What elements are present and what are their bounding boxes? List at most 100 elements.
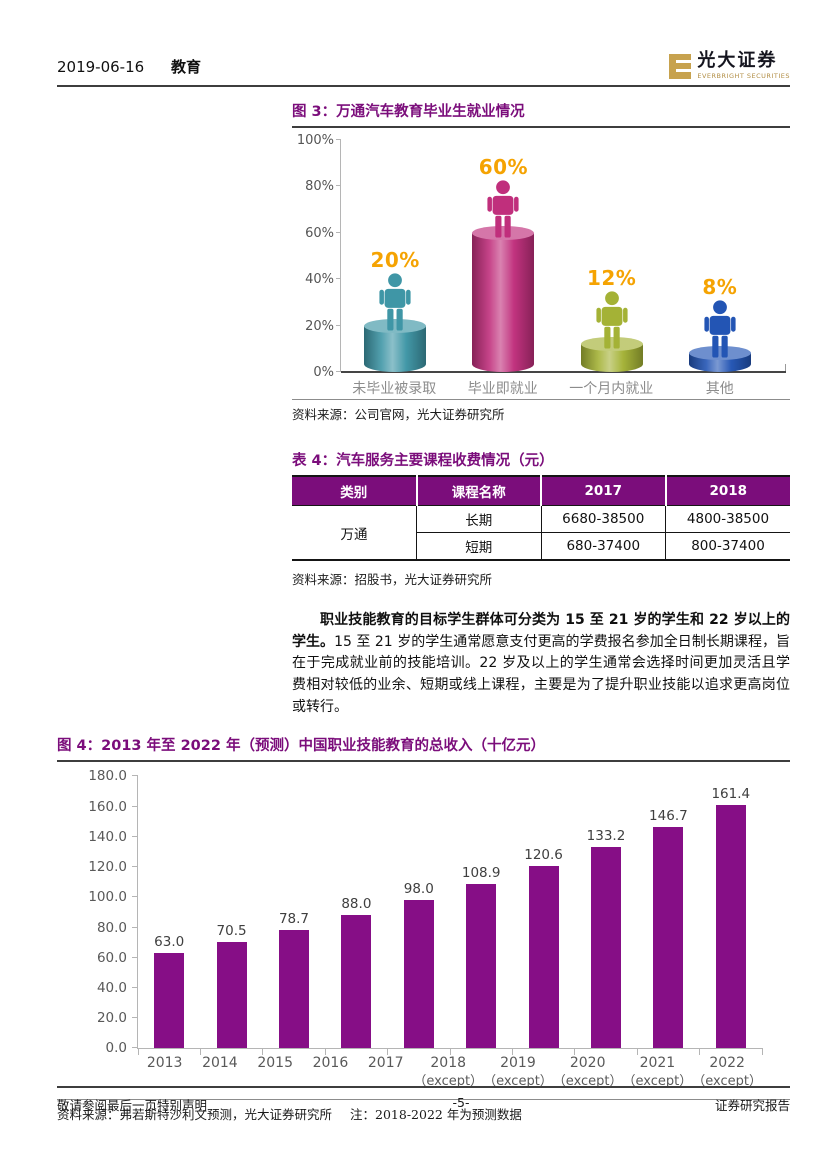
- fee-table-cell: 800-37400: [665, 532, 790, 561]
- bar-group: 8%: [666, 275, 774, 372]
- x-axis-year: 2021: [639, 1055, 676, 1072]
- x-axis-label: 2020 （except）: [553, 1054, 623, 1090]
- y-axis-tick-mark: [132, 896, 138, 898]
- x-axis-note: （except）: [483, 1074, 553, 1090]
- bar-cylinder-top: [688, 346, 751, 361]
- x-axis-tick-mark: [574, 1048, 576, 1056]
- y-axis-tick-mark: [132, 775, 138, 777]
- bar-group: 133.2: [575, 828, 637, 1049]
- bar-cylinder: [472, 225, 535, 372]
- bar-value-label: 60%: [478, 154, 529, 179]
- everbright-logo-icon: [669, 53, 692, 79]
- fee-table-header: 课程名称: [416, 476, 542, 506]
- x-axis-year: 2018: [430, 1055, 467, 1072]
- y-axis-tick-mark: [132, 866, 138, 868]
- figure3-title: 图 3：万通汽车教育毕业生就业情况: [292, 100, 790, 128]
- revenue-bar: [715, 804, 746, 1049]
- footer-report-type: 证券研究报告: [714, 1098, 790, 1113]
- revenue-chart-plot: 0.0 20.0 40.0 60.0 80.0 100.0 120.0 140.0 160.0 1…: [88, 768, 763, 1056]
- x-axis-year: 2014: [202, 1055, 238, 1072]
- x-axis-label: 2013: [137, 1054, 192, 1090]
- x-axis-label: 未毕业被录取: [352, 381, 437, 397]
- fee-table-cell: 短期: [416, 532, 542, 561]
- paragraph-bold-lead: 职业技能教育的目标学生群体可分类为 15 至 21 岁的学生和 22 岁以上的学…: [292, 612, 790, 650]
- revenue-bar: [341, 915, 372, 1049]
- x-axis-note: （except）: [552, 1074, 623, 1090]
- bar-value-label: 146.7: [649, 807, 688, 824]
- person-icon: [375, 272, 415, 331]
- x-axis-year: 2022: [709, 1055, 745, 1072]
- fee-table-header: 类别: [292, 476, 418, 506]
- table-row: 万通 长期 6680-38500 4800-38500: [292, 505, 790, 561]
- bar-group: 108.9: [450, 865, 512, 1049]
- revenue-bar: [590, 847, 621, 1049]
- brand-name-cn: 光大证券: [697, 50, 778, 71]
- figure4-title: 图 4：2013 年至 2022 年（预测）中国职业技能教育的总收入（十亿元）: [57, 734, 790, 763]
- x-axis-label: 一个月内就业: [569, 381, 654, 397]
- bar-group: 20%: [341, 248, 449, 372]
- y-axis-tick-mark: [336, 139, 341, 140]
- x-axis-year: 2019: [500, 1055, 536, 1072]
- employment-chart-xlabels: 未毕业被录取 毕业即就业 一个月内就业 其他: [340, 378, 774, 398]
- bar-value-label: 161.4: [711, 785, 751, 802]
- x-axis-note: （except）: [692, 1074, 762, 1090]
- figure3-source: 资料来源：公司官网，光大证券研究所: [292, 399, 790, 423]
- fee-table-header: 2018: [665, 476, 790, 506]
- bar-value-label: 63.0: [154, 934, 185, 951]
- bar-value-label: 70.5: [216, 922, 247, 939]
- x-axis-tick-mark: [636, 1048, 638, 1056]
- fee-table-cell: 4800-38500: [665, 505, 790, 533]
- x-axis-year: 2016: [312, 1055, 349, 1072]
- x-axis-tick-mark: [262, 1048, 264, 1056]
- y-axis-tick-mark: [132, 835, 138, 837]
- x-axis-tick-mark: [324, 1048, 326, 1056]
- y-axis-tick-label: 20.0: [96, 1010, 127, 1027]
- bar-value-label: 12%: [586, 266, 637, 291]
- bar-group: 12%: [558, 266, 666, 372]
- y-axis-tick-mark: [336, 231, 341, 233]
- bar-value-label: 88.0: [341, 896, 372, 913]
- bar-cylinder-top: [364, 318, 427, 333]
- y-axis-tick-label: 20%: [305, 318, 334, 334]
- x-axis-label: 其他: [705, 381, 734, 397]
- revenue-chart: 0.0 20.0 40.0 60.0 80.0 100.0 120.0 140.0 160.0 1…: [57, 762, 790, 1092]
- x-axis-tick-mark: [699, 1048, 701, 1056]
- bar-group: 70.5: [200, 923, 262, 1049]
- bar-value-label: 133.2: [586, 828, 626, 845]
- bar-cylinder: [580, 337, 643, 372]
- y-axis-tick-mark: [336, 324, 341, 326]
- revenue-bar: [216, 941, 247, 1049]
- y-axis-tick-mark: [132, 1017, 138, 1019]
- bar-value-label: 108.9: [461, 864, 501, 881]
- revenue-bar: [528, 866, 559, 1049]
- x-axis-tick-mark: [137, 1048, 139, 1056]
- y-axis-tick-label: 60%: [305, 225, 334, 241]
- y-axis-tick-mark: [132, 956, 138, 958]
- bar-cylinder-top: [580, 337, 643, 352]
- page-header: 2019-06-16 教育 光大证券 EVERBRIGHT SECURITIES: [57, 52, 790, 87]
- bar-value-label: 78.7: [278, 910, 310, 927]
- bar-value-label: 120.6: [524, 847, 563, 864]
- y-axis-tick-label: 0.0: [105, 1040, 127, 1057]
- y-axis-tick-label: 80%: [305, 179, 334, 195]
- y-axis-tick-label: 120.0: [88, 859, 127, 876]
- fee-table-group-cell: 万通: [292, 505, 417, 561]
- bar-cylinder-top: [472, 225, 535, 240]
- x-axis-label: 毕业即就业: [467, 381, 538, 397]
- brand-name-en: EVERBRIGHT SECURITIES: [697, 72, 790, 80]
- bar-cylinder: [688, 346, 751, 372]
- y-axis-tick-mark: [336, 371, 341, 372]
- bar-cylinder: [364, 318, 427, 372]
- x-axis-year: 2015: [257, 1055, 293, 1072]
- revenue-bar: [403, 900, 434, 1049]
- person-icon: [592, 291, 632, 349]
- x-axis-tick-mark: [199, 1048, 201, 1056]
- revenue-chart-xlabels: 2013 2014 2015 2016 2017 2018 （except） 2019 （exc…: [137, 1054, 762, 1090]
- x-axis-label: 2019 （except）: [483, 1054, 553, 1090]
- x-axis-line: [341, 371, 786, 373]
- y-axis-tick-mark: [336, 278, 341, 280]
- y-axis-tick-mark: [336, 185, 341, 187]
- employment-chart: 0% 20% 40% 60% 80% 100% 20% 60% 12% 8% 未毕业被录取 毕业即就…: [292, 128, 790, 397]
- x-axis-year: 2020: [569, 1055, 606, 1072]
